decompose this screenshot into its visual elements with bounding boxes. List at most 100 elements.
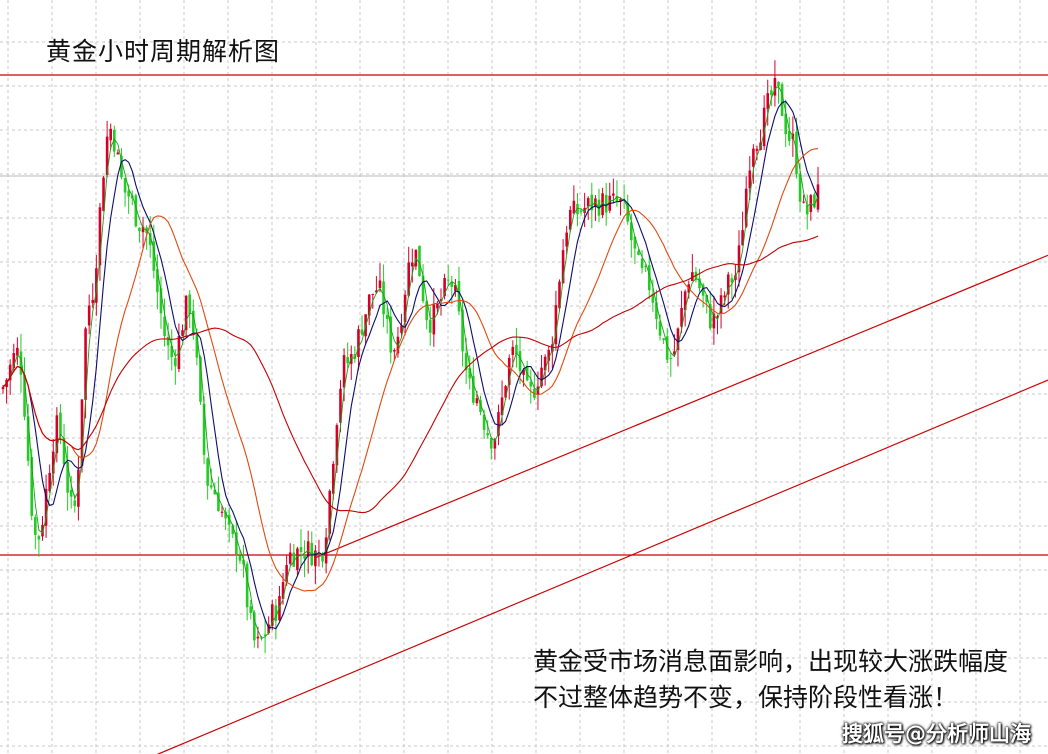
candle-body (770, 90, 773, 96)
candle-body (281, 582, 285, 599)
candle-body (554, 305, 558, 345)
candle-body (206, 458, 209, 486)
candle-body (23, 375, 26, 417)
candle-body (489, 438, 493, 449)
candle-body (184, 295, 188, 331)
candle-body (120, 155, 123, 178)
candle-body (152, 241, 156, 271)
candle-body (310, 542, 314, 566)
candle-body (156, 269, 159, 293)
candle-body (249, 606, 253, 614)
candle-body (518, 351, 522, 371)
candle-body (586, 198, 590, 207)
candle-body (633, 236, 637, 249)
candle-body (209, 485, 213, 488)
chart-title: 黄金小时周期解析图 (46, 37, 281, 66)
candle-body (66, 462, 69, 493)
candle-body (367, 294, 371, 316)
candle-body (493, 439, 497, 449)
candle-body (461, 309, 464, 352)
candle-body (62, 437, 66, 465)
candle-body (748, 170, 752, 189)
ma-long-line (2, 235, 819, 514)
candle-body (676, 328, 680, 350)
candle-body (665, 336, 669, 360)
candle-body (701, 284, 705, 296)
candle-body (529, 382, 533, 387)
candle-body (619, 199, 622, 201)
candle-body (245, 563, 249, 608)
candle-body (213, 489, 217, 495)
candle-body (357, 329, 360, 358)
candle-body (507, 357, 511, 385)
candle-body (486, 433, 489, 436)
candle-body (705, 294, 709, 303)
candle-body (148, 233, 152, 246)
candle-body (105, 136, 109, 175)
candle-body (217, 492, 220, 512)
candle-body (134, 195, 138, 227)
candle-body (195, 334, 199, 358)
candle-body (400, 325, 403, 333)
candle-body (353, 354, 357, 359)
candle-body (418, 245, 421, 277)
candle-body (256, 636, 260, 639)
candle-body (500, 397, 504, 415)
candle-body (640, 258, 644, 269)
annotation-line-1: 黄金受市场消息面影响，出现较大涨跌幅度 (533, 647, 1009, 676)
candle-body (583, 207, 586, 213)
candle-body (630, 222, 633, 241)
candle-body (73, 500, 77, 506)
candle-body (777, 81, 780, 87)
candle-body (726, 274, 730, 295)
candle-body (328, 490, 332, 534)
candle-body (382, 281, 385, 315)
candle-body (403, 294, 407, 322)
candle-body (425, 301, 428, 321)
candle-body (669, 358, 673, 360)
candle-body (227, 514, 231, 525)
candle-body (59, 412, 62, 436)
candle-body (464, 353, 468, 371)
candle-body (30, 457, 34, 516)
candle-body (332, 463, 335, 494)
candle-body (84, 328, 87, 400)
candle-body (662, 338, 665, 341)
ma-mid-line (2, 100, 819, 630)
candle-body (421, 275, 425, 302)
candle-body (737, 245, 741, 273)
candle-body (37, 536, 41, 540)
candles (1, 60, 820, 654)
candle-body (744, 188, 748, 227)
candle-body (393, 349, 396, 352)
candle-body (407, 262, 411, 296)
candle-body (41, 524, 44, 537)
candle-body (55, 415, 59, 454)
candle-body (615, 196, 619, 202)
candle-body (691, 272, 694, 282)
candle-body (270, 604, 274, 626)
candle-body (274, 605, 278, 622)
candle-body (568, 209, 572, 230)
candle-body (752, 148, 755, 167)
candle-body (572, 200, 576, 214)
candle-body (683, 291, 687, 311)
candle-body (787, 130, 791, 141)
candle-body (16, 347, 19, 356)
candle-body (159, 288, 163, 314)
candle-body (91, 299, 95, 304)
candle-body (730, 278, 734, 283)
candle-body (436, 303, 439, 309)
candle-body (346, 357, 349, 364)
candle-body (637, 251, 640, 255)
candle-body (708, 304, 712, 329)
candle-body (321, 554, 324, 562)
candle-body (235, 532, 238, 555)
candle-body (543, 356, 547, 371)
annotation-line-2: 不过整体趋势不变，保持阶段性看涨！ (533, 683, 959, 712)
candle-body (163, 316, 166, 337)
candle-body (288, 552, 292, 564)
candle-body (784, 113, 787, 135)
trendline-1 (314, 254, 1048, 559)
candle-body (766, 93, 770, 109)
